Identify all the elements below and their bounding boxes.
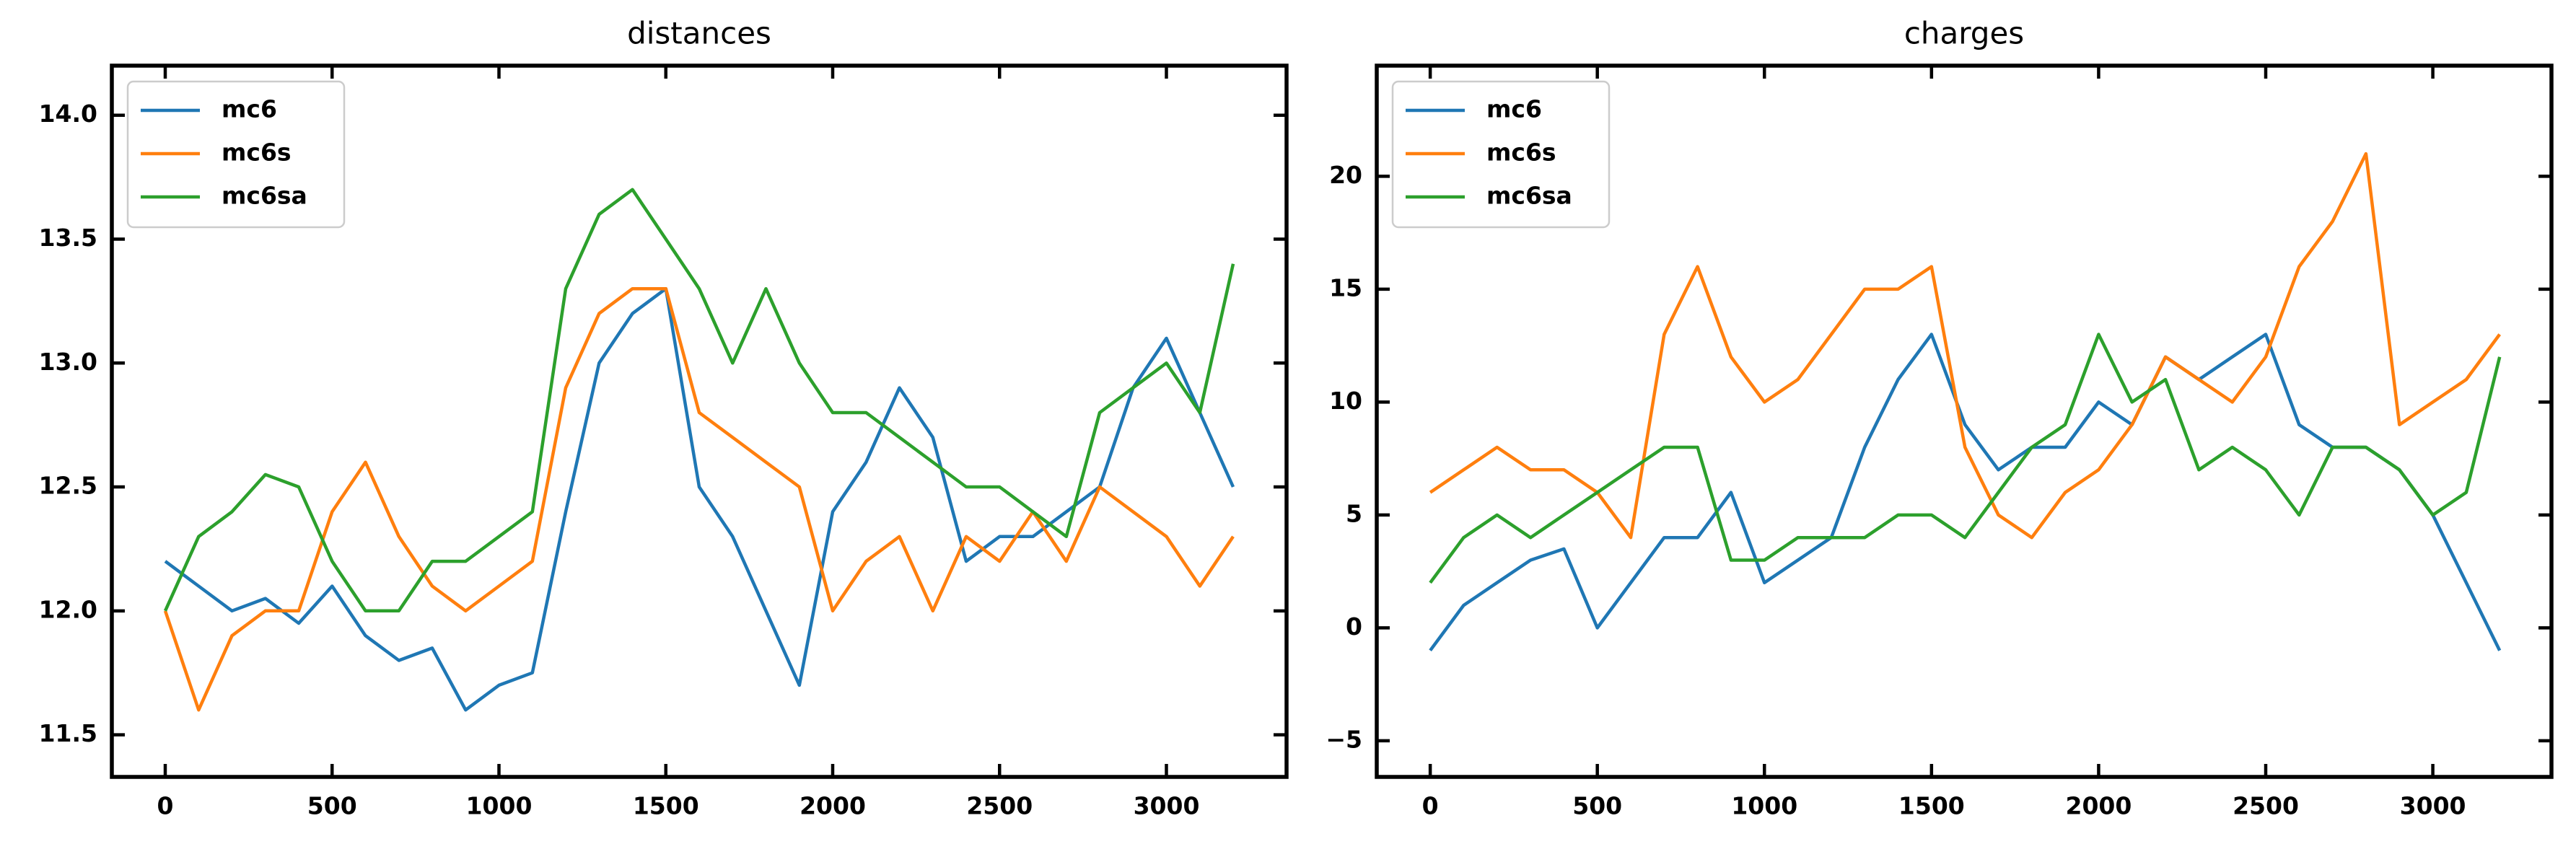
legend-box bbox=[1391, 80, 1611, 229]
x-tick-label: 1000 bbox=[466, 792, 533, 820]
x-tick-label: 1500 bbox=[633, 792, 699, 820]
x-tick-label: 2000 bbox=[2065, 792, 2132, 820]
x-tick-label: 2500 bbox=[2233, 792, 2299, 820]
plot-area bbox=[1429, 151, 2502, 652]
x-tick-label: 1000 bbox=[1731, 792, 1797, 820]
legend-label: mc6sa bbox=[1486, 182, 1572, 210]
legend-label: mc6 bbox=[1486, 95, 1542, 123]
x-tick-label: 3000 bbox=[2400, 792, 2466, 820]
y-tick-label: 14.0 bbox=[39, 100, 97, 128]
x-tick-label: 2500 bbox=[966, 792, 1033, 820]
series-line bbox=[163, 188, 1235, 613]
x-tick-label: 500 bbox=[1572, 792, 1622, 820]
x-tick-label: 1500 bbox=[1898, 792, 1965, 820]
y-tick-label: 15 bbox=[1329, 273, 1362, 302]
legend-box bbox=[126, 80, 346, 229]
plot-area bbox=[163, 188, 1235, 712]
legend-label: mc6s bbox=[222, 139, 292, 167]
legend-label: mc6sa bbox=[222, 182, 307, 210]
y-tick-label: 13.5 bbox=[39, 224, 97, 252]
series-line bbox=[1429, 333, 2502, 652]
legend-label: mc6s bbox=[1486, 139, 1556, 167]
x-tick-label: 0 bbox=[1422, 792, 1439, 820]
axes-frame bbox=[1375, 63, 2554, 779]
y-tick-label: 5 bbox=[1346, 499, 1362, 527]
y-tick-label: 11.5 bbox=[39, 719, 97, 747]
y-tick-label: 13.0 bbox=[39, 348, 97, 376]
legend-label: mc6 bbox=[222, 95, 277, 123]
series-line bbox=[1429, 333, 2502, 584]
chart-title: distances bbox=[627, 16, 771, 51]
x-tick-label: 2000 bbox=[799, 792, 866, 820]
y-tick-label: −5 bbox=[1326, 725, 1362, 753]
series-line bbox=[163, 286, 1235, 712]
x-tick-label: 0 bbox=[157, 792, 174, 820]
chart-title: charges bbox=[1904, 16, 2024, 51]
y-tick-label: 12.5 bbox=[39, 472, 97, 500]
y-tick-label: 0 bbox=[1346, 612, 1362, 641]
y-tick-label: 20 bbox=[1329, 161, 1362, 189]
series-line bbox=[1429, 151, 2502, 540]
y-tick-label: 10 bbox=[1329, 387, 1362, 415]
x-tick-label: 500 bbox=[307, 792, 357, 820]
axes-frame bbox=[110, 63, 1289, 779]
x-tick-label: 3000 bbox=[1134, 792, 1200, 820]
y-tick-label: 12.0 bbox=[39, 595, 97, 623]
series-line bbox=[164, 286, 1235, 712]
